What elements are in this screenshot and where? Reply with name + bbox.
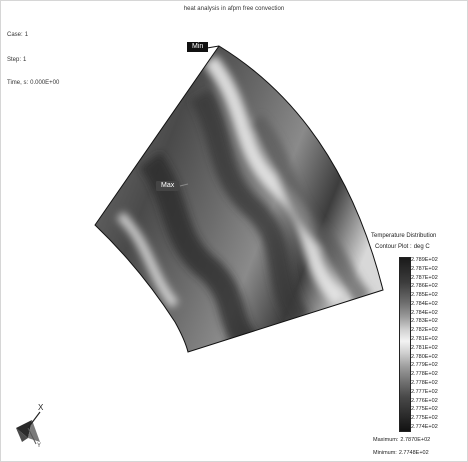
case-value: 1 [24,32,29,38]
colorbar-tick: 2.779E+02 [411,362,438,369]
colorbar-tick: 2.784E+02 [411,300,438,307]
max-leader-line [179,183,189,187]
colorbar-tick: 2.775E+02 [411,415,438,422]
case-label: Case: [7,32,23,38]
colorbar-tick: 2.789E+02 [411,257,438,263]
step-value: 1 [23,57,27,63]
colorbar-tick: 2.776E+02 [411,397,438,404]
maximum-value: 2.7870E+02 [400,437,431,443]
colorbar-ticks: 2.789E+02 2.787E+02 2.787E+02 2.786E+02 … [411,257,461,430]
minimum-label: Minimum: [373,450,397,456]
colorbar-tick: 2.786E+02 [411,283,438,290]
colorbar-tick: 2.774E+02 [411,423,438,430]
sector-outline [94,45,384,353]
legend-units-value: deg C [413,244,430,250]
colorbar-tick: 2.782E+02 [411,327,438,334]
minimum-readout: Minimum: 2.7748E+02 [373,450,429,456]
time-label: Time, s: [7,80,29,86]
colorbar-tick: 2.781E+02 [411,344,438,351]
colorbar-tick: 2.787E+02 [411,265,438,272]
colorbar-tick: 2.785E+02 [411,292,438,299]
colorbar-tick: 2.775E+02 [411,406,438,413]
colorbar-tick: 2.777E+02 [411,388,438,395]
maximum-readout: Maximum: 2.7870E+02 [373,437,430,443]
triad-x-label: X [38,403,44,412]
colorbar [399,257,411,432]
colorbar-tick: 2.783E+02 [411,318,438,325]
case-readout: Case: 1 [7,32,28,38]
triad-y-label: Y [37,443,41,448]
step-readout: Step: 1 [7,57,26,63]
analysis-title: heat analysis in afpm free convection [183,6,285,12]
colorbar-tick: 2.778E+02 [411,371,438,378]
minimum-value: 2.7748E+02 [398,450,429,456]
step-label: Step: [7,57,22,63]
min-leader-line [206,45,220,49]
legend-units: Contour Plot : deg C [375,244,430,250]
legend-units-label: Contour Plot : [375,244,412,250]
coordinate-triad-icon[interactable]: X Y [12,398,52,448]
maximum-label: Maximum: [373,437,399,443]
colorbar-tick: 2.778E+02 [411,379,438,386]
colorbar-tick: 2.780E+02 [411,353,438,360]
min-marker-label: Min [187,42,209,52]
time-readout: Time, s: 0.000E+00 [7,80,59,86]
time-value: 0.000E+00 [30,80,60,86]
max-marker-label: Max [156,181,180,191]
colorbar-tick: 2.784E+02 [411,309,438,316]
colorbar-tick: 2.787E+02 [411,274,438,281]
colorbar-tick: 2.781E+02 [411,336,438,343]
legend-title: Temperature Distribution [371,233,437,239]
